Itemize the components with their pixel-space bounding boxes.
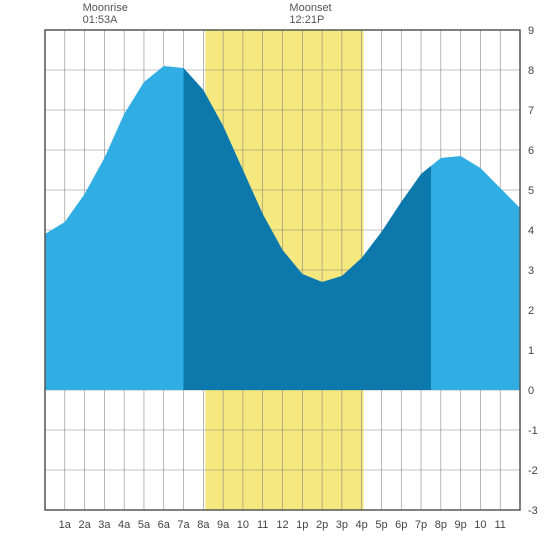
svg-text:8a: 8a	[197, 519, 210, 531]
svg-text:-1: -1	[528, 425, 538, 437]
svg-text:1p: 1p	[296, 519, 308, 531]
svg-text:-2: -2	[528, 465, 538, 477]
svg-text:2p: 2p	[316, 519, 328, 531]
svg-text:2: 2	[528, 305, 534, 317]
chart-svg: -3-2-101234567891a2a3a4a5a6a7a8a9a101112…	[0, 0, 550, 550]
moonrise-label: Moonrise	[83, 2, 128, 14]
svg-text:4: 4	[528, 225, 534, 237]
svg-text:7a: 7a	[177, 519, 190, 531]
svg-text:6p: 6p	[395, 519, 407, 531]
svg-text:8p: 8p	[435, 519, 447, 531]
svg-text:0: 0	[528, 385, 534, 397]
svg-text:8: 8	[528, 65, 534, 77]
svg-text:3a: 3a	[98, 519, 111, 531]
svg-text:5a: 5a	[138, 519, 151, 531]
svg-text:9a: 9a	[217, 519, 230, 531]
moonrise-header: Moonrise 01:53A	[83, 2, 128, 26]
moonset-time: 12:21P	[289, 14, 331, 26]
svg-text:6a: 6a	[158, 519, 171, 531]
svg-text:3p: 3p	[336, 519, 348, 531]
moonset-label: Moonset	[289, 2, 331, 14]
svg-text:10: 10	[474, 519, 486, 531]
svg-text:4a: 4a	[118, 519, 131, 531]
svg-text:7p: 7p	[415, 519, 427, 531]
svg-text:5p: 5p	[375, 519, 387, 531]
svg-text:10: 10	[237, 519, 249, 531]
svg-text:3: 3	[528, 265, 534, 277]
svg-text:9: 9	[528, 25, 534, 37]
svg-text:12: 12	[276, 519, 288, 531]
svg-text:1a: 1a	[59, 519, 72, 531]
svg-text:-3: -3	[528, 505, 538, 517]
svg-text:7: 7	[528, 105, 534, 117]
svg-text:2a: 2a	[78, 519, 91, 531]
svg-text:11: 11	[257, 519, 268, 531]
svg-text:4p: 4p	[356, 519, 368, 531]
moonrise-time: 01:53A	[83, 14, 128, 26]
tide-chart: Moonrise 01:53A Moonset 12:21P -3-2-1012…	[0, 0, 550, 550]
svg-text:5: 5	[528, 185, 534, 197]
svg-text:6: 6	[528, 145, 534, 157]
svg-text:9p: 9p	[455, 519, 467, 531]
svg-text:1: 1	[528, 345, 534, 357]
svg-text:11: 11	[494, 519, 505, 531]
moonset-header: Moonset 12:21P	[289, 2, 331, 26]
